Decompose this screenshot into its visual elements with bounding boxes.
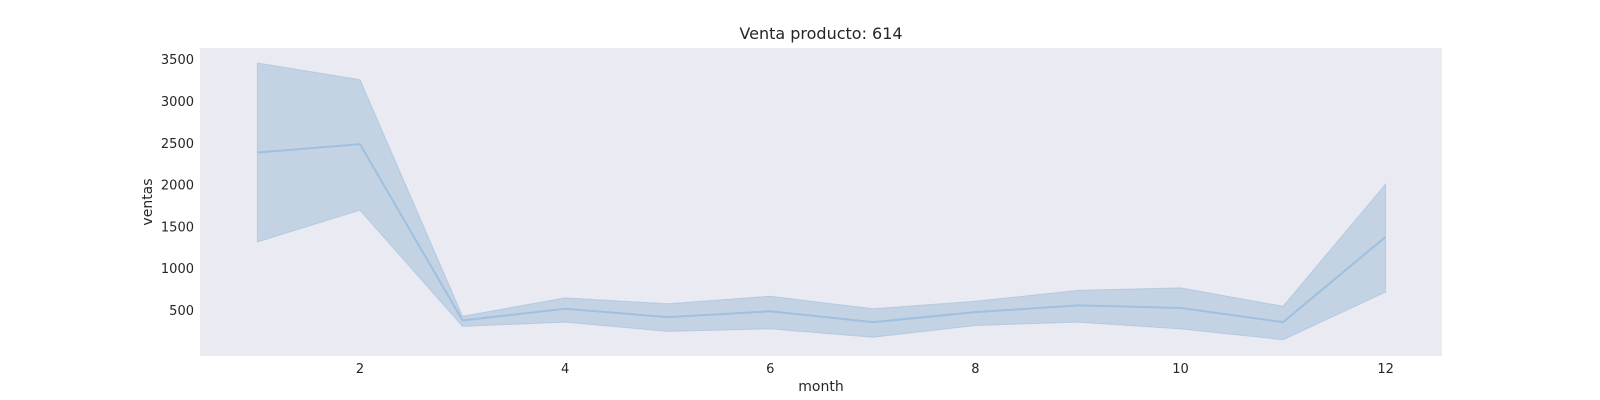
chart-title: Venta producto: 614 [739, 24, 902, 43]
x-tick-label: 6 [766, 362, 774, 377]
x-tick-label: 8 [971, 362, 979, 377]
x-tick-label: 2 [356, 362, 364, 377]
x-tick-label: 10 [1172, 362, 1189, 377]
y-tick-label: 1000 [161, 262, 194, 277]
y-tick-label: 500 [169, 304, 194, 319]
x-tick-labels: 2 4 6 8 10 12 [356, 362, 1394, 377]
series-line [257, 143, 1387, 324]
x-axis-label: month [798, 379, 843, 395]
y-axis-label: ventas [140, 178, 156, 225]
x-tick-label: 12 [1377, 362, 1394, 377]
y-tick-label: 3500 [161, 53, 194, 68]
confidence-band [256, 62, 1387, 341]
y-tick-label: 3000 [161, 95, 194, 110]
y-tick-label: 1500 [161, 220, 194, 235]
series-line-layer [257, 143, 1387, 324]
x-tick-label: 4 [561, 362, 569, 377]
y-tick-label: 2000 [161, 179, 194, 194]
y-tick-labels: 500 1000 1500 2000 2500 3000 3500 [161, 53, 194, 319]
y-tick-label: 2500 [161, 137, 194, 152]
confidence-band-layer [256, 62, 1387, 341]
